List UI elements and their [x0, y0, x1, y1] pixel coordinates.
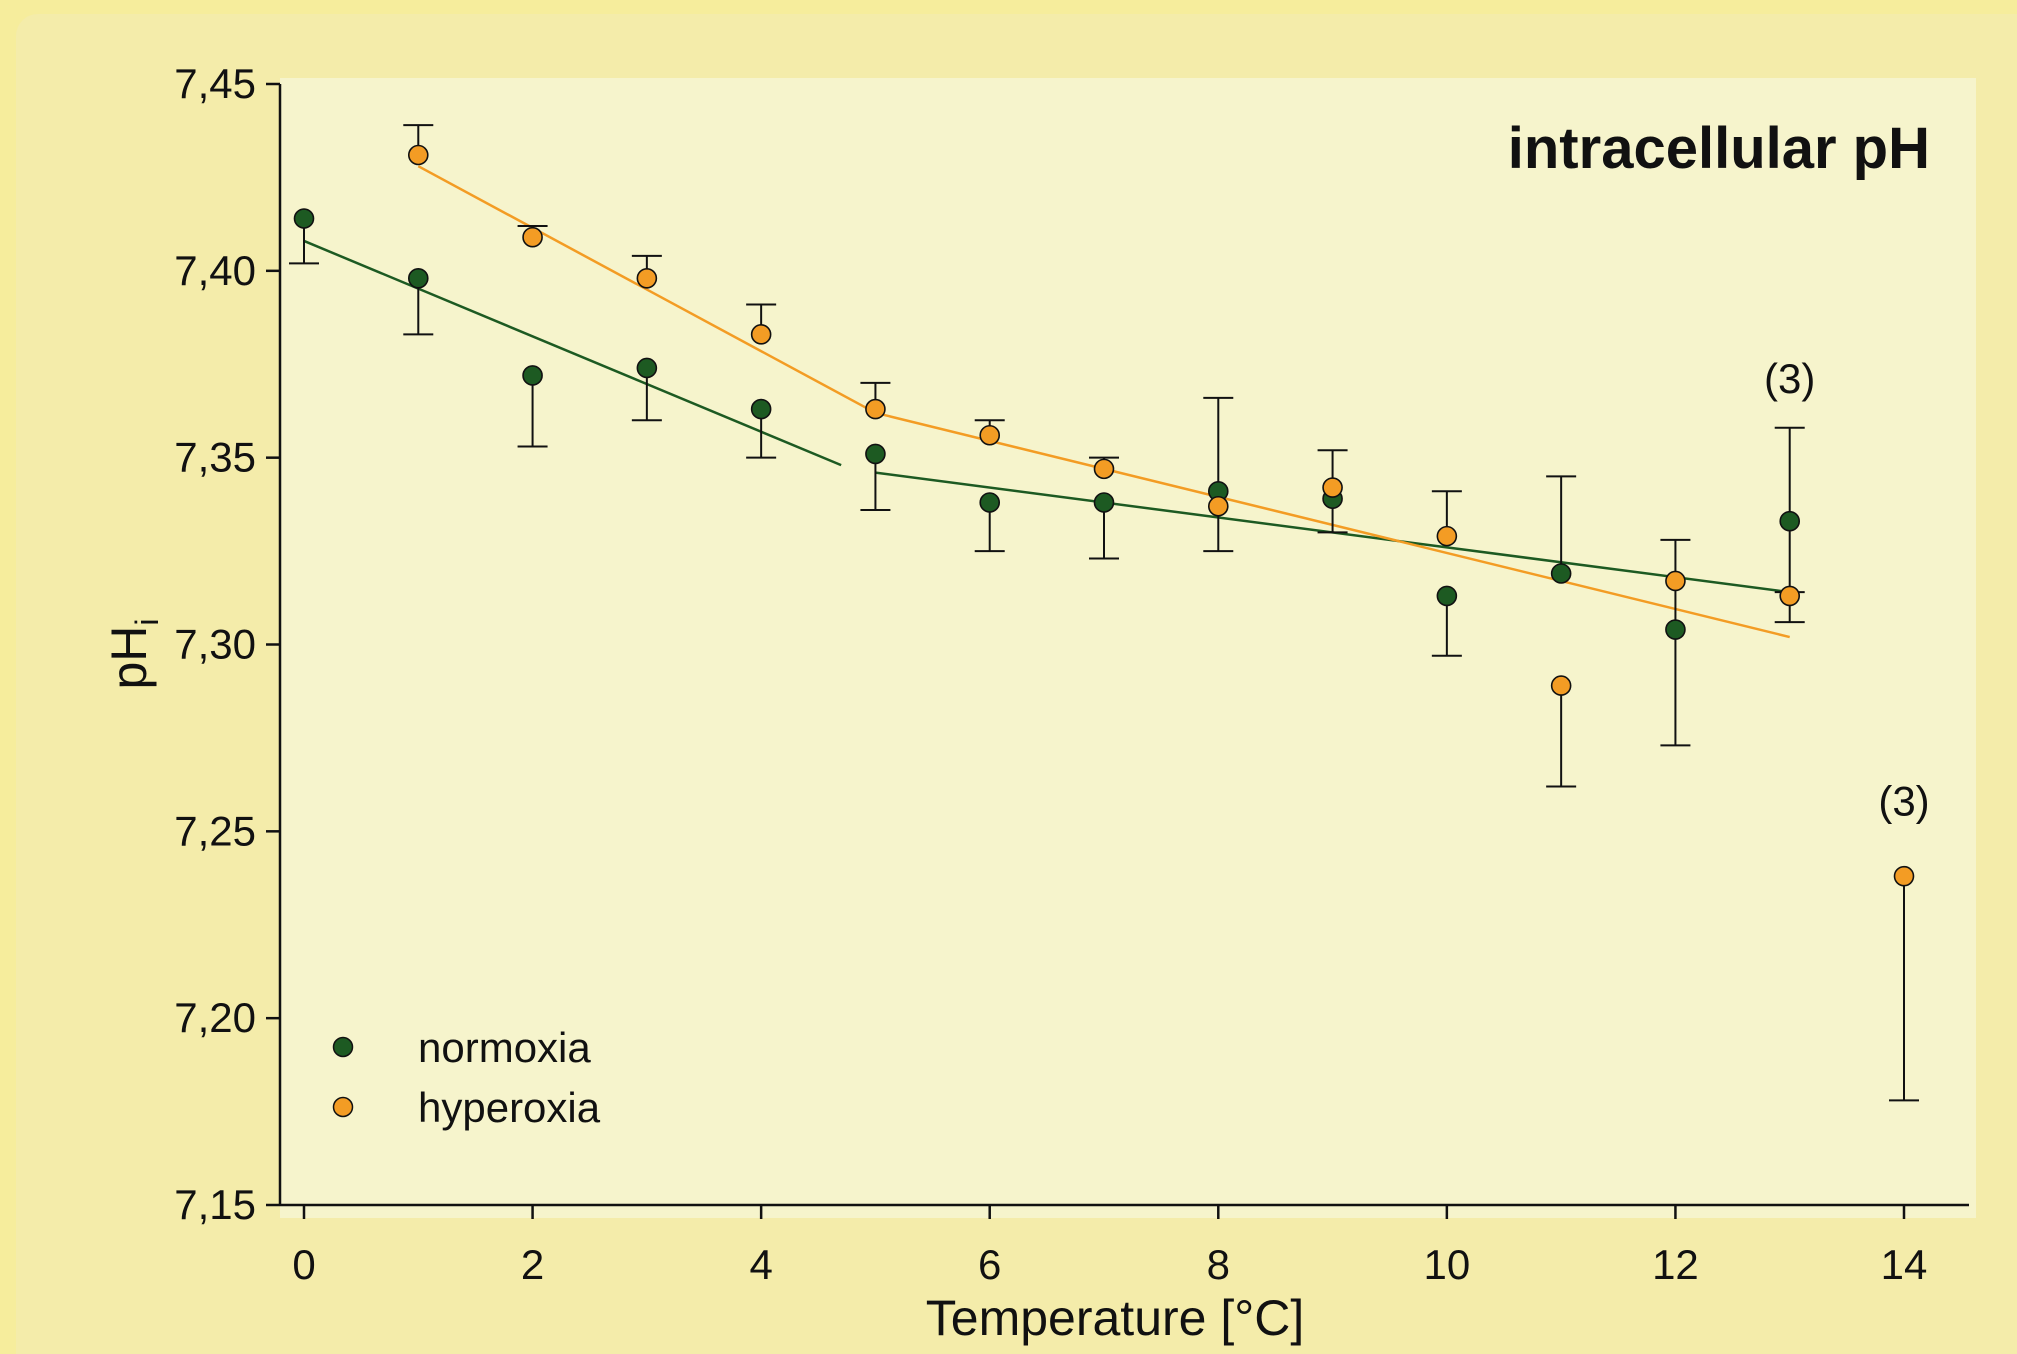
chart-panel: 7,15 7,20 7,25 7,30 7,35 7,40 7,45 0 2 4 6 8 10 12 14…: [16, 14, 2017, 1354]
x-tick-label: 4: [749, 1241, 772, 1288]
point-hyperoxia: [1779, 585, 1801, 607]
y-axis-title-main: pH: [101, 626, 157, 690]
legend-marker-normoxia: [332, 1036, 354, 1058]
point-hyperoxia: [1436, 525, 1458, 547]
point-hyperoxia: [1550, 675, 1572, 696]
data-points: [293, 144, 1915, 887]
point-normoxia: [1665, 619, 1686, 640]
x-tick-label: 10: [1423, 1241, 1470, 1288]
point-normoxia: [1779, 510, 1801, 532]
x-tick-label: 0: [292, 1241, 315, 1288]
y-tick-label: 7,25: [174, 807, 256, 854]
x-tick-label: 14: [1881, 1241, 1928, 1288]
point-normoxia: [979, 492, 1001, 513]
y-tick-label: 7,45: [174, 60, 256, 107]
plot-background: [280, 78, 1976, 1218]
point-hyperoxia: [522, 226, 543, 248]
legend-label-normoxia: normoxia: [418, 1024, 591, 1071]
point-normoxia: [293, 208, 315, 229]
point-hyperoxia: [1893, 865, 1915, 887]
sample-size-annotation: (3): [1878, 777, 1929, 824]
point-normoxia: [1550, 563, 1572, 584]
y-axis-title-subscript: i: [129, 618, 165, 625]
point-hyperoxia: [407, 144, 429, 166]
legend-marker-hyperoxia: [332, 1096, 354, 1118]
x-axis-ticks: 0 2 4 6 8 10 12 14: [292, 1205, 1927, 1288]
x-tick-label: 6: [978, 1241, 1001, 1288]
svg-text:pHi: pHi: [101, 618, 165, 689]
ph-chart: 7,15 7,20 7,25 7,30 7,35 7,40 7,45 0 2 4 6 8 10 12 14…: [101, 60, 1976, 1346]
point-normoxia: [865, 443, 886, 465]
point-hyperoxia: [1322, 477, 1343, 498]
y-tick-label: 7,20: [174, 994, 256, 1041]
y-axis-title: pHi: [101, 618, 165, 689]
y-tick-label: 7,40: [174, 247, 256, 294]
point-hyperoxia: [750, 324, 772, 345]
point-normoxia: [750, 398, 772, 420]
error-bars: [289, 124, 1919, 1102]
y-axis-ticks: 7,15 7,20 7,25 7,30 7,35 7,40 7,45: [174, 60, 280, 1228]
point-hyperoxia: [636, 268, 658, 289]
chart-title: intracellular pH: [1508, 116, 1930, 181]
x-tick-label: 12: [1652, 1241, 1699, 1288]
point-hyperoxia: [1093, 458, 1115, 480]
y-tick-label: 7,15: [174, 1181, 256, 1228]
point-normoxia: [1436, 585, 1458, 607]
annotations: (3) (3): [1764, 355, 1930, 824]
sample-size-annotation: (3): [1764, 355, 1815, 402]
y-tick-label: 7,35: [174, 434, 256, 481]
fit-line-hyperoxia: [417, 165, 877, 414]
point-hyperoxia: [1207, 495, 1229, 517]
point-hyperoxia: [979, 424, 1001, 446]
point-normoxia: [522, 365, 543, 386]
x-tick-label: 8: [1207, 1241, 1230, 1288]
point-hyperoxia: [865, 398, 886, 420]
point-hyperoxia: [1665, 570, 1686, 592]
point-normoxia: [407, 268, 429, 289]
fit-line-normoxia: [303, 239, 842, 467]
point-normoxia: [1093, 492, 1115, 513]
point-normoxia: [636, 357, 658, 379]
legend-label-hyperoxia: hyperoxia: [418, 1084, 601, 1131]
x-axis-title: Temperature [°C]: [926, 1290, 1304, 1346]
y-tick-label: 7,30: [174, 621, 256, 668]
legend: normoxia hyperoxia: [332, 1024, 601, 1131]
x-tick-label: 2: [521, 1241, 544, 1288]
